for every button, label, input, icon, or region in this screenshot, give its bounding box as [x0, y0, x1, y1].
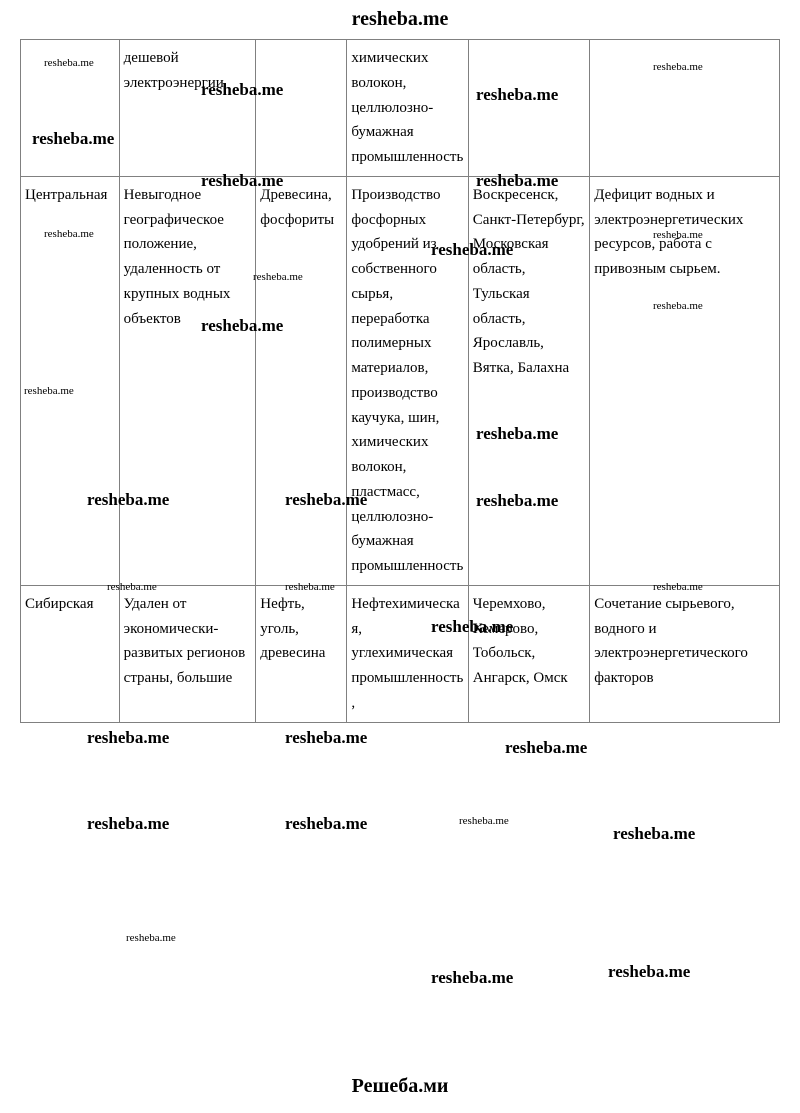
table-cell	[21, 40, 120, 177]
table-cell: Невыгодное географическое положение, уда…	[119, 176, 256, 585]
table-cell: Центральная	[21, 176, 120, 585]
table-cell: дешевой электроэнергии	[119, 40, 256, 177]
header-watermark: resheba.me	[0, 0, 800, 39]
table-cell: Черемхово, Кемерово, Тобольск, Ангарск, …	[468, 585, 589, 722]
footer-watermark: Решеба.ми	[0, 1065, 800, 1108]
table-cell	[590, 40, 780, 177]
table-row: ЦентральнаяНевыгодное географическое пол…	[21, 176, 780, 585]
table-row: дешевой электроэнергии химических волокон…	[21, 40, 780, 177]
watermark-text: resheba.me	[608, 962, 690, 982]
table-cell: Нефть, уголь, древесина	[256, 585, 347, 722]
table-cell: Удален от экономически-развитых регионов…	[119, 585, 256, 722]
watermark-text: resheba.me	[459, 815, 509, 827]
watermark-text: resheba.me	[431, 968, 513, 988]
table-cell	[256, 40, 347, 177]
table-cell: Древесина, фосфориты	[256, 176, 347, 585]
table-cell: Нефтехимическая, углехимическая промышле…	[347, 585, 468, 722]
table-cell: Воскресенск, Санкт-Петербург, Московская…	[468, 176, 589, 585]
table-cell: Дефицит водных и электроэнергетических р…	[590, 176, 780, 585]
data-table: дешевой электроэнергии химических волокон…	[20, 39, 780, 723]
watermark-text: resheba.me	[126, 932, 176, 944]
watermark-text: resheba.me	[87, 728, 169, 748]
watermark-text: resheba.me	[87, 814, 169, 834]
table-cell: химических волокон, целлюлозно-бумажная …	[347, 40, 468, 177]
table-cell: Сочетание сырьевого, водного и электроэн…	[590, 585, 780, 722]
watermark-text: resheba.me	[285, 728, 367, 748]
table-cell: Производство фосфорных удобрений из собс…	[347, 176, 468, 585]
table-cell: Сибирская	[21, 585, 120, 722]
watermark-text: resheba.me	[285, 814, 367, 834]
table-cell	[468, 40, 589, 177]
watermark-text: resheba.me	[505, 738, 587, 758]
table-row: СибирскаяУдален от экономически-развитых…	[21, 585, 780, 722]
watermark-text: resheba.me	[613, 824, 695, 844]
